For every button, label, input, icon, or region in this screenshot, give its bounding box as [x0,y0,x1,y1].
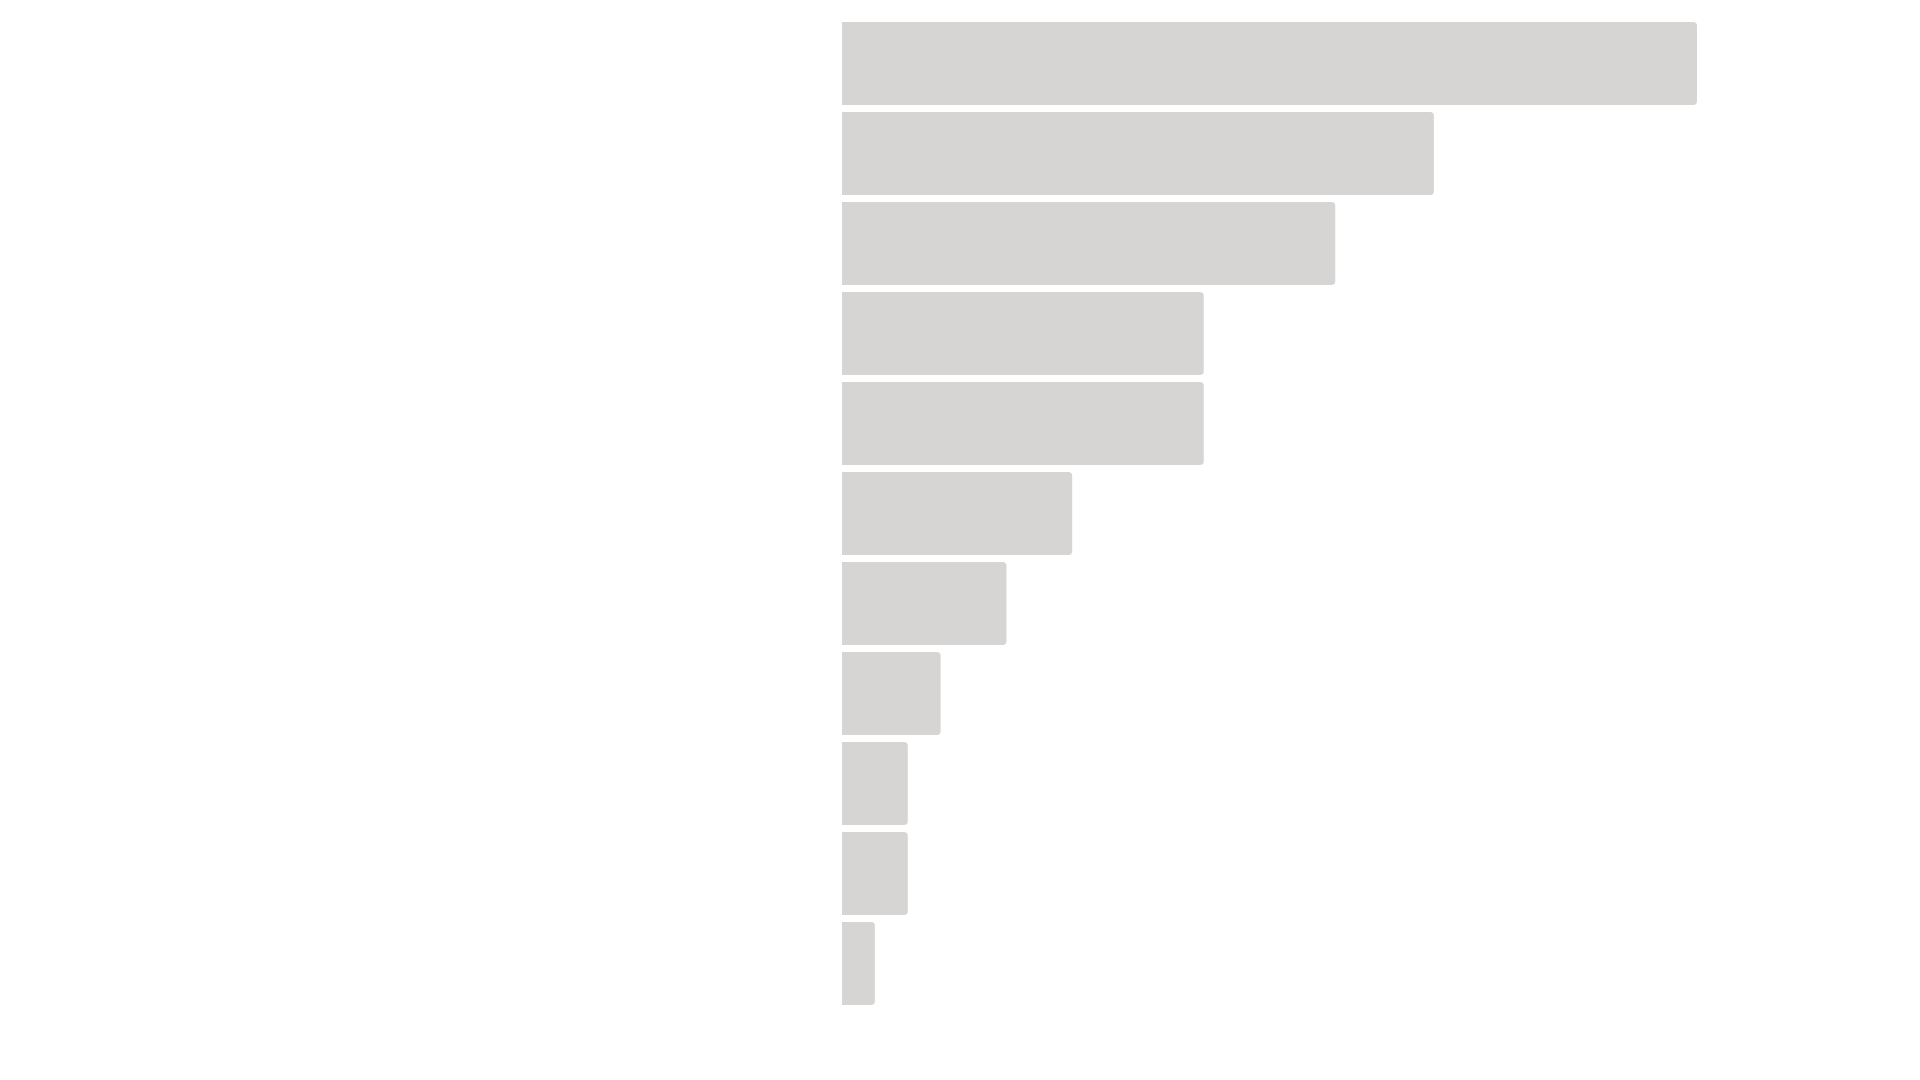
bar-3 [842,202,1336,285]
bar-8 [842,652,941,735]
bar-6 [842,472,1073,555]
bar-7 [842,562,1007,645]
bar-4 [842,292,1204,375]
bar-9 [842,742,908,825]
bar-1 [842,22,1697,105]
bar-11 [842,922,875,1005]
bar-group [842,22,1697,1005]
bar-5 [842,382,1204,465]
bar-10 [842,832,908,915]
bar-2 [842,112,1434,195]
